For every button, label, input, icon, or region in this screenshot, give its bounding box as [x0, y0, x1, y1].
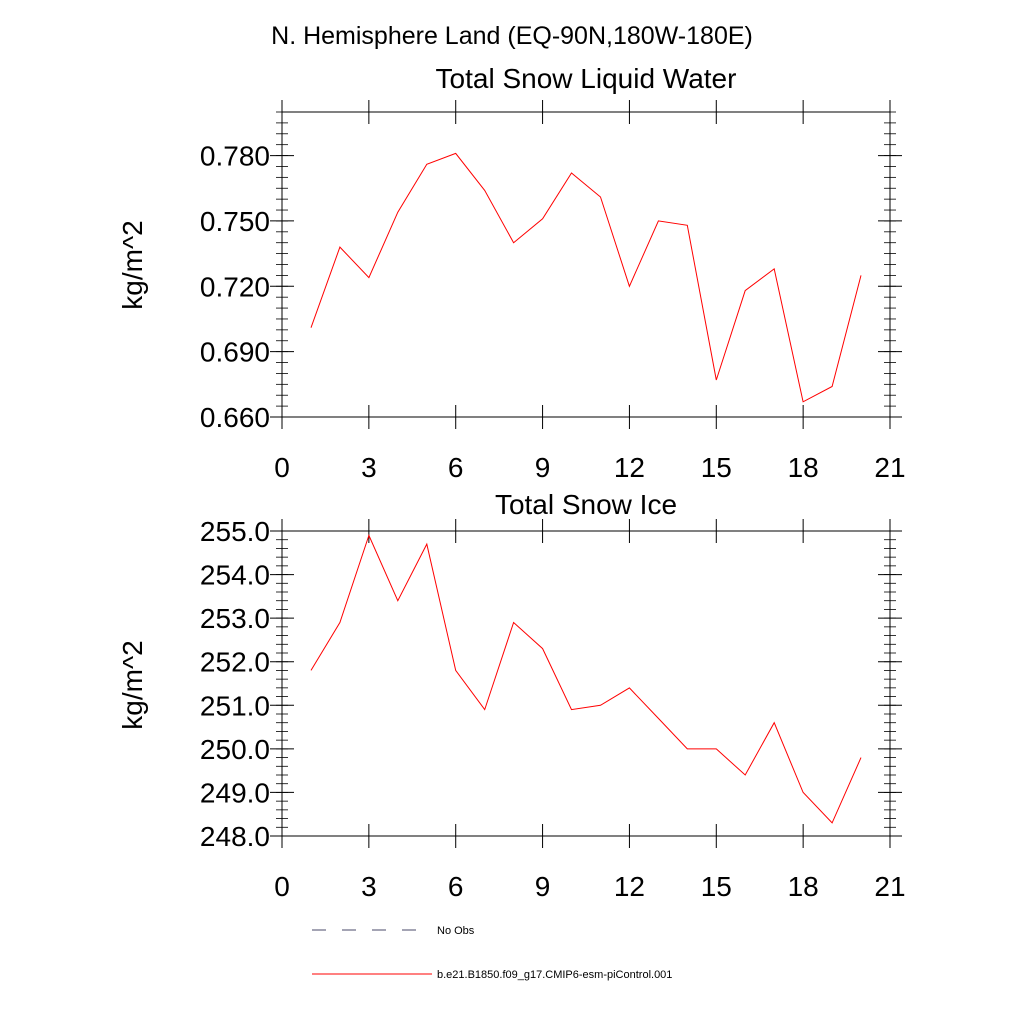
top-y-tick-label: 0.690: [200, 337, 270, 368]
bottom-y-tick-label: 252.0: [200, 647, 270, 678]
bottom-x-tick-label: 18: [788, 871, 819, 902]
figure-title: N. Hemisphere Land (EQ-90N,180W-180E): [271, 22, 753, 50]
bottom-y-tick-label: 255.0: [200, 516, 270, 547]
bottom-y-tick-label: 253.0: [200, 603, 270, 634]
top-chart: Total Snow Liquid Water kg/m^2 0.660 0.69…: [117, 63, 906, 483]
bottom-x-tick-label: 0: [274, 871, 290, 902]
bottom-y-tick-label: 249.0: [200, 777, 270, 808]
bottom-y-tick-label: 251.0: [200, 690, 270, 721]
top-y-tick-label: 0.660: [200, 402, 270, 433]
top-x-tick-label: 12: [614, 452, 645, 483]
bottom-y-tick-label: 254.0: [200, 560, 270, 591]
legend: No Obs b.e21.B1850.f09_g17.CMIP6-esm-piC…: [312, 925, 672, 981]
legend-no-obs-label: No Obs: [437, 925, 475, 937]
bottom-y-tick-label: 250.0: [200, 734, 270, 765]
top-y-tick-label: 0.720: [200, 271, 270, 302]
top-plot-area: 0.660 0.690 0.720 0.750 0.780 0 3 6 9 12 15 18 21: [200, 100, 906, 483]
bottom-x-tick-label: 3: [361, 871, 377, 902]
top-x-tick-label: 18: [788, 452, 819, 483]
bottom-x-tick-label: 15: [701, 871, 732, 902]
bottom-chart: Total Snow Ice kg/m^2 248.0 249.0 250.0 251…: [117, 489, 906, 902]
bottom-chart-ylabel: kg/m^2: [117, 640, 148, 729]
top-y-tick-label: 0.750: [200, 206, 270, 237]
top-x-tick-label: 15: [701, 452, 732, 483]
top-series-line: [310, 152, 862, 403]
top-plot-frame: [281, 111, 891, 418]
top-x-tick-label: 6: [448, 452, 464, 483]
bottom-x-tick-label: 6: [448, 871, 464, 902]
top-x-tick-label: 0: [274, 452, 290, 483]
top-chart-ylabel: kg/m^2: [117, 220, 148, 309]
bottom-plot-frame: [281, 530, 891, 837]
bottom-y-tick-label: 248.0: [200, 821, 270, 852]
top-chart-title: Total Snow Liquid Water: [436, 63, 737, 94]
bottom-x-tick-label: 21: [874, 871, 905, 902]
bottom-chart-title: Total Snow Ice: [495, 489, 677, 520]
bottom-x-tick-label: 12: [614, 871, 645, 902]
bottom-x-tick-label: 9: [535, 871, 551, 902]
bottom-plot-area: 248.0 249.0 250.0 251.0 252.0 253.0 254.0 255.0…: [200, 516, 906, 902]
top-x-tick-label: 9: [535, 452, 551, 483]
top-x-tick-label: 3: [361, 452, 377, 483]
bottom-series-line: [310, 534, 862, 824]
top-y-tick-label: 0.780: [200, 141, 270, 172]
top-x-tick-label: 21: [874, 452, 905, 483]
legend-model-label: b.e21.B1850.f09_g17.CMIP6-esm-piControl.…: [437, 969, 672, 981]
